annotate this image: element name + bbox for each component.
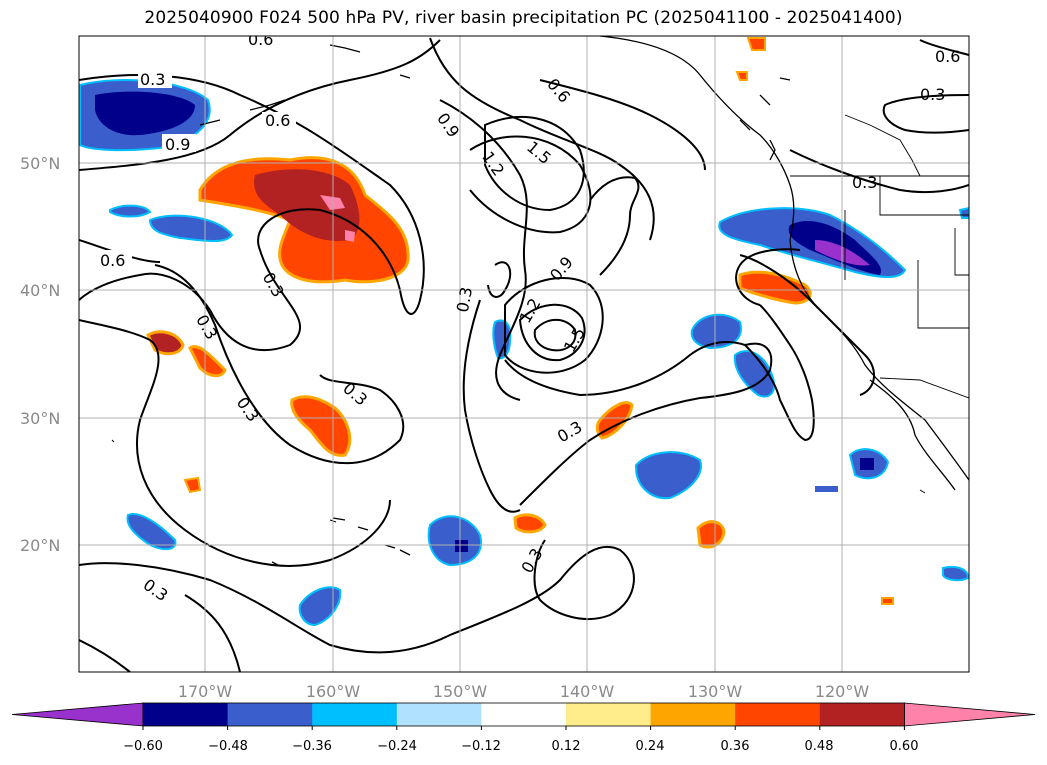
precip-anomaly-fills: [79, 37, 969, 627]
lon-label-150w: 150°W: [433, 682, 488, 701]
contour-label: 0.9: [165, 135, 190, 154]
longitude-labels: 170°W 160°W 150°W 140°W 130°W 120°W: [178, 682, 870, 701]
pv-contours: [79, 37, 969, 672]
colorbar-extend-min: [11, 702, 144, 727]
colorbar-segment: [143, 703, 229, 726]
political-boundaries: [790, 114, 969, 399]
lat-label-20n: 20°N: [20, 536, 60, 555]
colorbar-tick-label: −0.48: [208, 739, 248, 754]
colorbar-tick-label: 0.48: [805, 739, 834, 754]
lon-label-130w: 130°W: [688, 682, 743, 701]
gridlines: [79, 36, 969, 672]
contour-label: 0.6: [935, 47, 960, 66]
lon-label-140w: 140°W: [560, 682, 615, 701]
colorbar-segment: [481, 703, 567, 726]
colorbar-tick-label: 0.36: [721, 739, 750, 754]
contour-label: 0.3: [852, 173, 877, 192]
colorbar-segment: [312, 703, 398, 726]
colorbar-tick-label: −0.12: [461, 739, 501, 754]
map-background: [79, 36, 969, 672]
contour-label: 0.3: [140, 70, 165, 89]
contour-label: 0.3: [453, 285, 476, 313]
lat-label-40n: 40°N: [20, 281, 60, 300]
lat-label-30n: 30°N: [20, 409, 60, 428]
contour-label: 0.3: [920, 85, 945, 104]
contour-label: 0.6: [100, 251, 125, 270]
colorbar-tick-label: 0.24: [636, 739, 665, 754]
map-title: 2025040900 F024 500 hPa PV, river basin …: [144, 8, 903, 28]
coastlines: [199, 36, 969, 566]
colorbar-extend-max: [904, 702, 1036, 727]
colorbar-segment: [650, 703, 736, 726]
colorbar-tick-label: 0.60: [890, 739, 919, 754]
lat-label-50n: 50°N: [20, 154, 60, 173]
contour-label: 0.6: [265, 111, 290, 130]
colorbar: [11, 702, 1036, 730]
colorbar-segment: [566, 703, 652, 726]
lon-label-120w: 120°W: [815, 682, 870, 701]
colorbar-tick-labels: −0.60 −0.48 −0.36 −0.24 −0.12 0.12 0.24 …: [123, 739, 918, 754]
colorbar-tick-label: −0.36: [292, 739, 332, 754]
lon-label-160w: 160°W: [306, 682, 361, 701]
colorbar-segment: [819, 703, 905, 726]
colorbar-segment: [396, 703, 482, 726]
colorbar-segment: [735, 703, 821, 726]
colorbar-tick-label: −0.24: [377, 739, 417, 754]
lon-label-170w: 170°W: [178, 682, 233, 701]
contour-label: 0.6: [248, 30, 273, 49]
colorbar-outline: [142, 702, 905, 727]
colorbar-tick-label: −0.60: [123, 739, 163, 754]
map-frame: [78, 35, 970, 673]
latitude-labels: 50°N 40°N 30°N 20°N: [20, 154, 60, 555]
colorbar-tick-label: 0.12: [552, 739, 581, 754]
colorbar-segment: [227, 703, 313, 726]
